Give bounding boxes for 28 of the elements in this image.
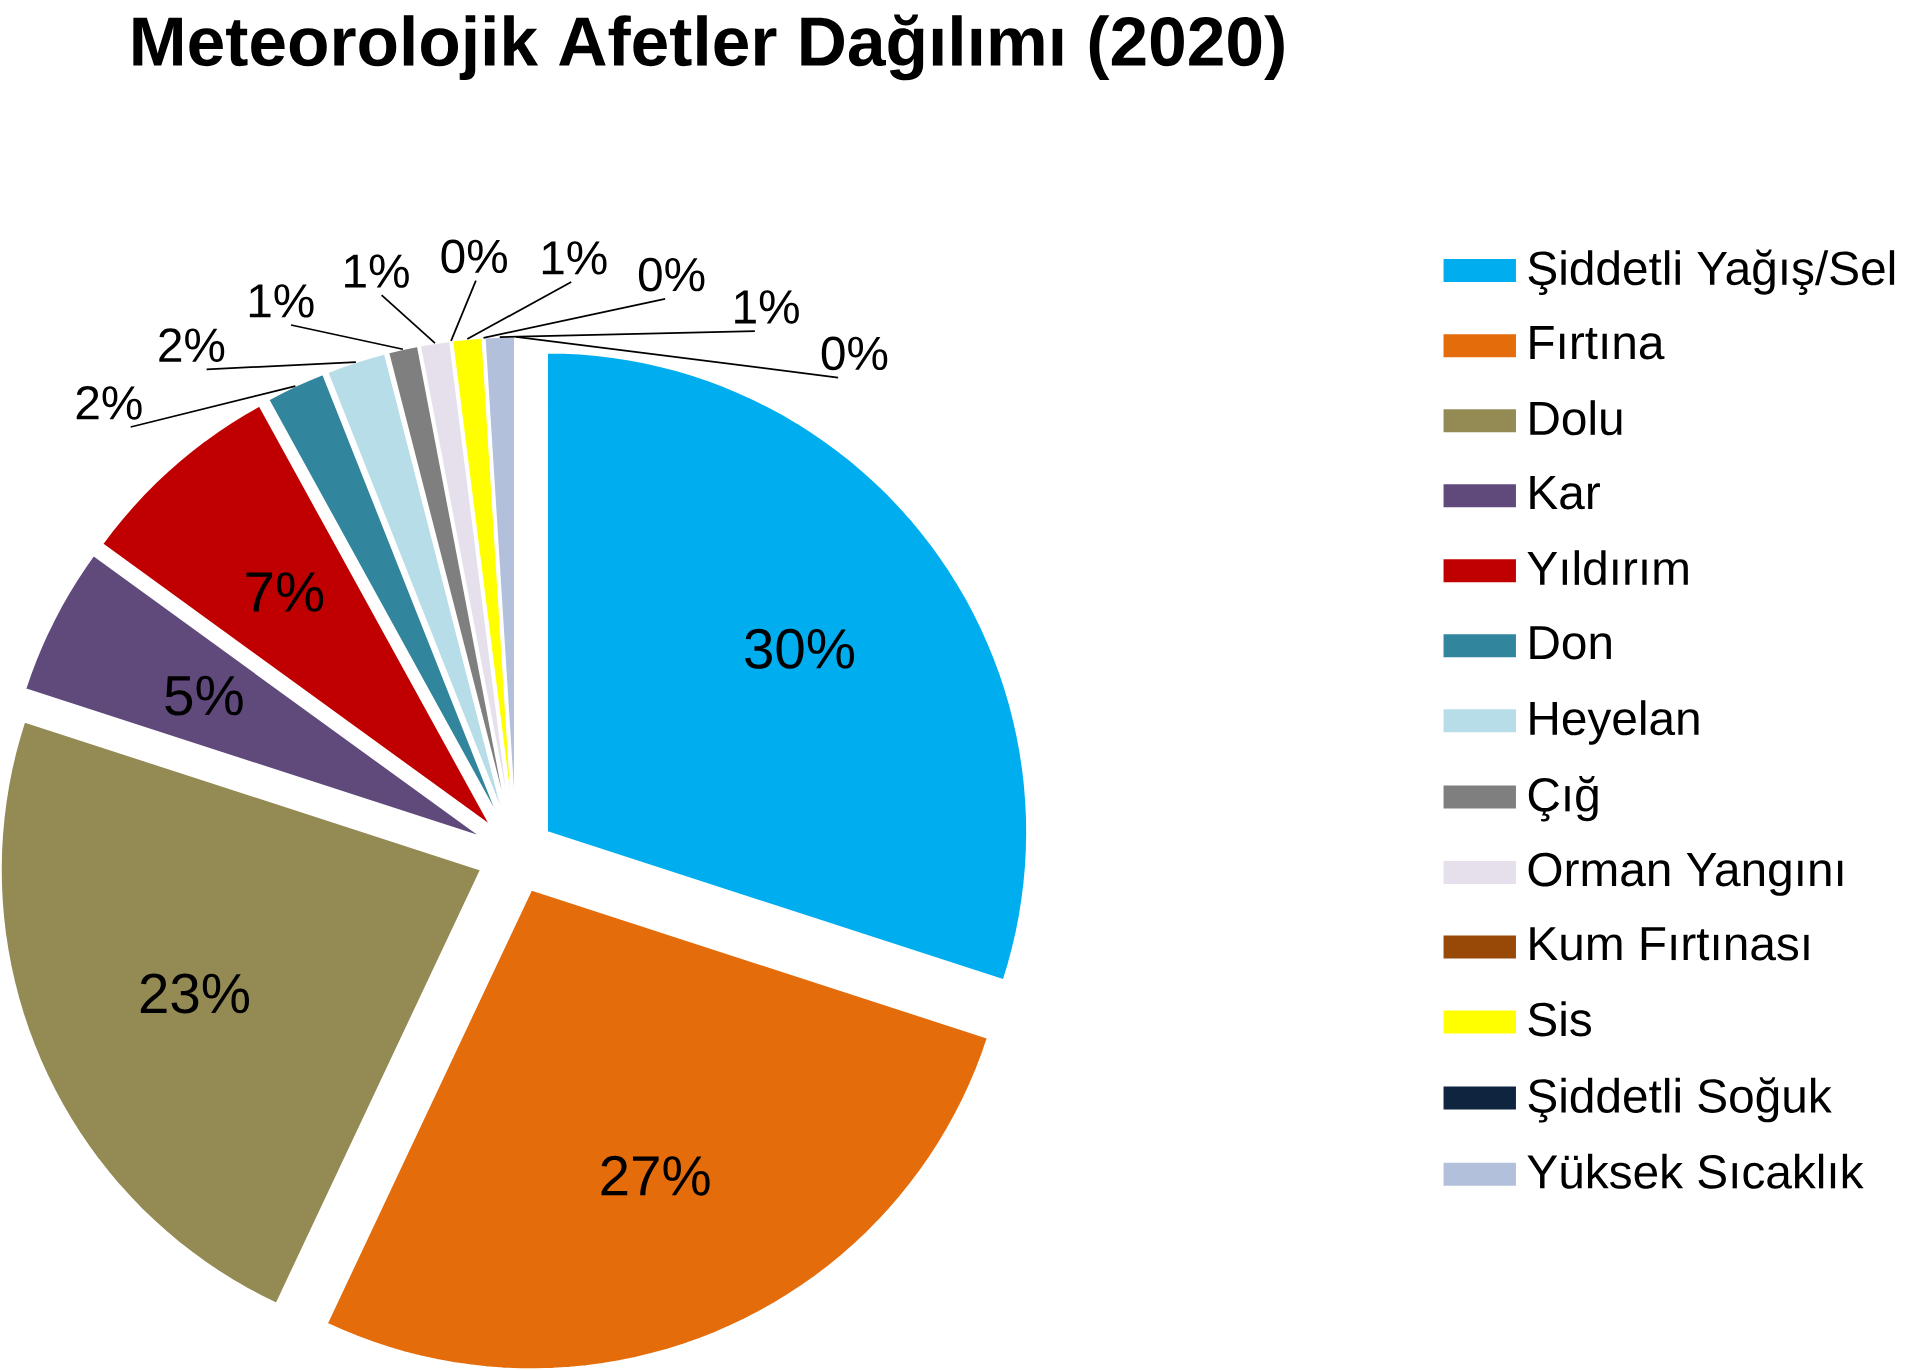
text: 0% (638, 257, 705, 292)
legend-label: Yıldırım (1527, 550, 1688, 586)
legend-label: Kar (1530, 476, 1600, 510)
legend-label: Çığ (1528, 776, 1598, 822)
legend-label: Kum Fırtınası (1530, 927, 1809, 961)
data-label: 1% (249, 284, 314, 318)
text: 0% (441, 239, 507, 274)
data-label: 1% (542, 241, 607, 275)
data-label: 1% (735, 290, 799, 324)
legend-label: Yüksek Sıcaklık (1527, 1153, 1864, 1189)
data-label: 27% (601, 1155, 710, 1196)
text: 0% (821, 336, 888, 371)
data-label: 2% (76, 386, 142, 420)
legend-label: Heyelan (1530, 700, 1699, 745)
chart-title: Meteorolojik Afetler Dağılımı (2020) (133, 14, 1284, 81)
data-label: 5% (165, 675, 243, 716)
data-label: 23% (140, 973, 249, 1014)
legend-label: Don (1530, 626, 1611, 660)
legend-label: Orman Yangını (1528, 852, 1843, 896)
data-label: 7% (246, 572, 324, 612)
data-label: 1% (345, 254, 409, 288)
legend-label: Sis (1528, 1001, 1591, 1037)
legend-label: Şiddetli Yağış/Sel (1528, 249, 1895, 295)
legend-label: Dolu (1530, 400, 1622, 436)
legend-label: Fırtına (1530, 326, 1665, 360)
legend-label: Şiddetli Soğuk (1528, 1077, 1832, 1123)
data-label: 30% (745, 628, 854, 669)
data-label: 2% (159, 328, 225, 362)
